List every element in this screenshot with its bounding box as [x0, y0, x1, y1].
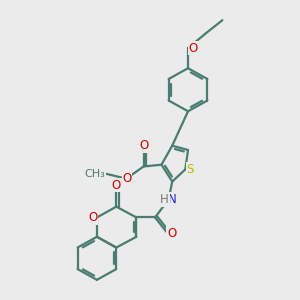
- Text: O: O: [167, 227, 176, 240]
- Text: O: O: [88, 211, 97, 224]
- Text: N: N: [168, 193, 177, 206]
- Text: CH₃: CH₃: [85, 169, 106, 179]
- Text: O: O: [139, 139, 148, 152]
- Text: H: H: [160, 193, 169, 206]
- Text: O: O: [188, 42, 198, 55]
- Text: S: S: [187, 163, 194, 176]
- Text: O: O: [112, 178, 121, 192]
- Text: O: O: [122, 172, 132, 185]
